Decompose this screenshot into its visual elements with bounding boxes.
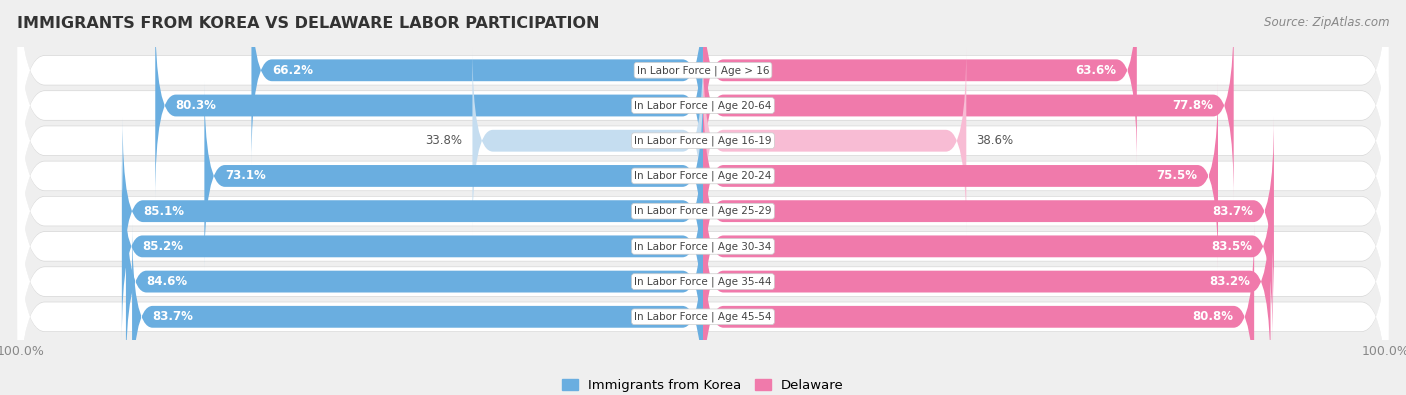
Text: 83.2%: 83.2% xyxy=(1209,275,1250,288)
FancyBboxPatch shape xyxy=(17,14,1389,267)
Text: 84.6%: 84.6% xyxy=(146,275,187,288)
FancyBboxPatch shape xyxy=(17,156,1389,395)
Text: In Labor Force | Age 20-24: In Labor Force | Age 20-24 xyxy=(634,171,772,181)
Legend: Immigrants from Korea, Delaware: Immigrants from Korea, Delaware xyxy=(557,374,849,395)
Text: In Labor Force | Age 25-29: In Labor Force | Age 25-29 xyxy=(634,206,772,216)
Text: 73.1%: 73.1% xyxy=(225,169,266,182)
FancyBboxPatch shape xyxy=(155,11,703,200)
Text: 63.6%: 63.6% xyxy=(1076,64,1116,77)
Text: Source: ZipAtlas.com: Source: ZipAtlas.com xyxy=(1264,16,1389,29)
FancyBboxPatch shape xyxy=(17,15,1389,267)
FancyBboxPatch shape xyxy=(703,0,1137,165)
Text: 80.3%: 80.3% xyxy=(176,99,217,112)
Text: 80.8%: 80.8% xyxy=(1192,310,1233,324)
Text: 77.8%: 77.8% xyxy=(1173,99,1213,112)
Text: In Labor Force | Age 35-44: In Labor Force | Age 35-44 xyxy=(634,276,772,287)
FancyBboxPatch shape xyxy=(132,222,703,395)
FancyBboxPatch shape xyxy=(472,46,703,235)
FancyBboxPatch shape xyxy=(17,49,1389,302)
Text: In Labor Force | Age 45-54: In Labor Force | Age 45-54 xyxy=(634,312,772,322)
FancyBboxPatch shape xyxy=(17,191,1389,395)
Text: IMMIGRANTS FROM KOREA VS DELAWARE LABOR PARTICIPATION: IMMIGRANTS FROM KOREA VS DELAWARE LABOR … xyxy=(17,16,599,31)
FancyBboxPatch shape xyxy=(17,85,1389,338)
FancyBboxPatch shape xyxy=(703,46,966,235)
FancyBboxPatch shape xyxy=(122,117,703,306)
Text: In Labor Force | Age 20-64: In Labor Force | Age 20-64 xyxy=(634,100,772,111)
Text: 83.5%: 83.5% xyxy=(1211,240,1253,253)
FancyBboxPatch shape xyxy=(17,0,1389,231)
Text: 85.1%: 85.1% xyxy=(143,205,184,218)
Text: 83.7%: 83.7% xyxy=(1212,205,1254,218)
FancyBboxPatch shape xyxy=(17,120,1389,373)
FancyBboxPatch shape xyxy=(703,11,1233,200)
FancyBboxPatch shape xyxy=(17,50,1389,302)
Text: 38.6%: 38.6% xyxy=(977,134,1014,147)
Text: 75.5%: 75.5% xyxy=(1157,169,1198,182)
FancyBboxPatch shape xyxy=(17,120,1389,372)
FancyBboxPatch shape xyxy=(17,155,1389,395)
FancyBboxPatch shape xyxy=(703,222,1254,395)
Text: 33.8%: 33.8% xyxy=(425,134,463,147)
FancyBboxPatch shape xyxy=(703,81,1218,271)
Text: 85.2%: 85.2% xyxy=(142,240,183,253)
FancyBboxPatch shape xyxy=(204,81,703,271)
FancyBboxPatch shape xyxy=(703,187,1271,376)
FancyBboxPatch shape xyxy=(703,117,1274,306)
Text: In Labor Force | Age > 16: In Labor Force | Age > 16 xyxy=(637,65,769,75)
FancyBboxPatch shape xyxy=(17,0,1389,196)
Text: 66.2%: 66.2% xyxy=(271,64,314,77)
FancyBboxPatch shape xyxy=(17,0,1389,197)
Text: In Labor Force | Age 30-34: In Labor Force | Age 30-34 xyxy=(634,241,772,252)
FancyBboxPatch shape xyxy=(17,190,1389,395)
Text: In Labor Force | Age 16-19: In Labor Force | Age 16-19 xyxy=(634,135,772,146)
FancyBboxPatch shape xyxy=(252,0,703,165)
FancyBboxPatch shape xyxy=(122,152,703,341)
FancyBboxPatch shape xyxy=(127,187,703,376)
FancyBboxPatch shape xyxy=(17,0,1389,232)
FancyBboxPatch shape xyxy=(703,152,1272,341)
Text: 83.7%: 83.7% xyxy=(152,310,194,324)
FancyBboxPatch shape xyxy=(17,85,1389,337)
